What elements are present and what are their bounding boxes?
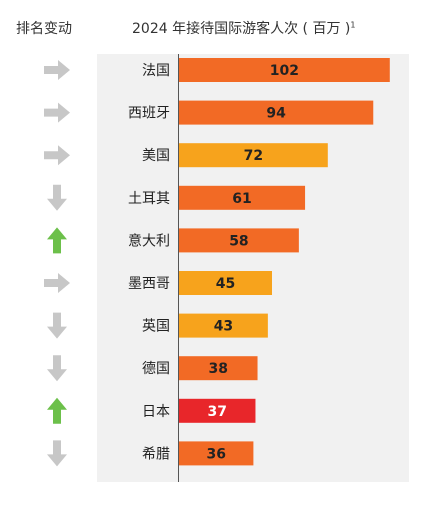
- arrow-up-icon: [47, 227, 67, 254]
- data-label: 72: [244, 148, 263, 164]
- data-label: 102: [270, 63, 299, 79]
- arrow-right-icon: [44, 60, 70, 80]
- category-label: 日本: [142, 404, 170, 420]
- arrow-right-icon: [44, 273, 70, 293]
- arrow-right-icon: [44, 145, 70, 166]
- category-label: 意大利: [128, 232, 170, 249]
- arrow-down-icon: [47, 184, 67, 211]
- data-label: 45: [216, 276, 235, 292]
- arrow-down-icon: [47, 440, 67, 467]
- title-footnote: 1: [350, 20, 356, 30]
- data-label: 61: [232, 191, 251, 207]
- arrow-down-icon: [47, 355, 67, 382]
- category-label: 墨西哥: [128, 276, 170, 292]
- chart-title: 2024 年接待国际游客人次 ( 百万 )1: [132, 18, 355, 38]
- bar: [179, 185, 306, 210]
- arrow-down-icon: [47, 312, 67, 339]
- data-label: 37: [207, 404, 226, 420]
- bar: [179, 100, 374, 125]
- category-label: 希腊: [142, 446, 170, 462]
- bar: [179, 228, 299, 253]
- bar: [179, 441, 254, 466]
- category-label: 西班牙: [128, 106, 170, 122]
- data-label: 94: [266, 106, 286, 122]
- category-axis-line: [178, 54, 179, 482]
- category-label: 德国: [142, 361, 170, 377]
- chart-title-text: 2024 年接待国际游客人次 ( 百万 ): [132, 21, 351, 37]
- rank-change-header: 排名变动: [16, 21, 72, 37]
- bar: [179, 356, 258, 381]
- category-label: 法国: [142, 63, 170, 79]
- data-label: 38: [209, 361, 228, 377]
- category-label: 土耳其: [128, 191, 170, 207]
- arrow-up-icon: [47, 397, 67, 424]
- bar: [179, 313, 268, 338]
- bar: [179, 58, 390, 82]
- bar: [179, 398, 256, 423]
- bar: [179, 143, 328, 168]
- data-label: 36: [206, 446, 225, 462]
- data-label: 58: [229, 233, 248, 249]
- data-label: 43: [214, 319, 233, 335]
- category-label: 美国: [142, 148, 170, 164]
- arrow-right-icon: [44, 102, 70, 123]
- category-label: 英国: [142, 318, 170, 335]
- bar: [179, 271, 272, 295]
